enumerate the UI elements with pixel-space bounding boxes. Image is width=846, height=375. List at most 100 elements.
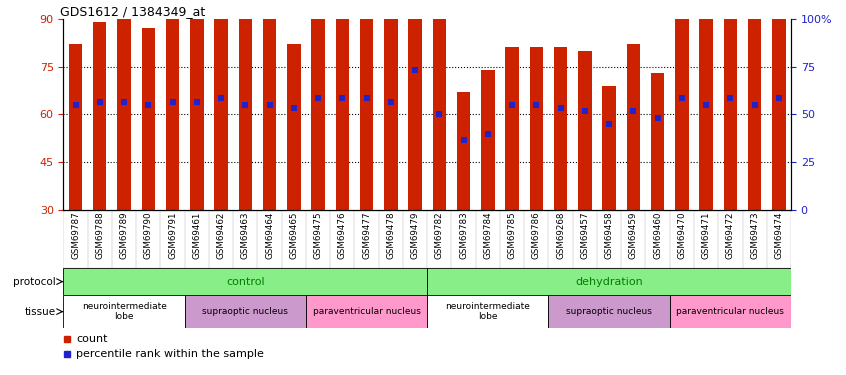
Point xyxy=(93,99,107,105)
Point xyxy=(700,102,713,108)
Bar xyxy=(214,0,228,210)
Point xyxy=(384,99,398,105)
Bar xyxy=(670,295,791,328)
Bar xyxy=(748,0,761,210)
Text: GSM69471: GSM69471 xyxy=(701,212,711,259)
Bar xyxy=(627,44,640,210)
Point xyxy=(239,102,252,108)
Text: GSM69465: GSM69465 xyxy=(289,212,299,259)
Bar xyxy=(505,48,519,210)
Text: GSM69791: GSM69791 xyxy=(168,212,177,259)
Point xyxy=(141,102,155,108)
Point xyxy=(505,102,519,108)
Bar xyxy=(63,268,427,295)
Bar xyxy=(427,268,791,295)
Text: neurointermediate
lobe: neurointermediate lobe xyxy=(82,302,167,321)
Text: GSM69477: GSM69477 xyxy=(362,212,371,260)
Bar xyxy=(336,0,349,210)
Bar xyxy=(118,0,131,210)
Text: GSM69463: GSM69463 xyxy=(241,212,250,259)
Point xyxy=(166,99,179,105)
Bar xyxy=(184,295,306,328)
Text: GSM69476: GSM69476 xyxy=(338,212,347,259)
Point xyxy=(360,96,373,102)
Text: GSM69474: GSM69474 xyxy=(774,212,783,259)
Point xyxy=(772,96,786,102)
Text: GSM69790: GSM69790 xyxy=(144,212,153,260)
Text: GSM69473: GSM69473 xyxy=(750,212,759,260)
Text: paraventricular nucleus: paraventricular nucleus xyxy=(677,307,784,316)
Bar xyxy=(93,22,107,210)
Text: GSM69470: GSM69470 xyxy=(678,212,686,260)
Text: GSM69787: GSM69787 xyxy=(71,212,80,260)
Point xyxy=(336,96,349,102)
Text: GSM69478: GSM69478 xyxy=(387,212,395,260)
Text: GSM69268: GSM69268 xyxy=(556,212,565,259)
Bar xyxy=(63,295,184,328)
Bar xyxy=(409,0,422,210)
Bar xyxy=(166,0,179,210)
Text: GSM69462: GSM69462 xyxy=(217,212,226,259)
Text: GSM69784: GSM69784 xyxy=(483,212,492,260)
Text: GSM69789: GSM69789 xyxy=(119,212,129,260)
Point xyxy=(602,121,616,127)
Bar xyxy=(141,28,155,210)
Bar xyxy=(360,0,373,210)
Bar xyxy=(578,51,591,210)
Text: count: count xyxy=(76,334,107,344)
Bar xyxy=(723,0,737,210)
Point xyxy=(457,137,470,143)
Point xyxy=(432,111,446,117)
Bar xyxy=(427,295,548,328)
Text: supraoptic nucleus: supraoptic nucleus xyxy=(202,307,288,316)
Point xyxy=(651,115,664,121)
Text: control: control xyxy=(226,277,265,286)
Text: GSM69479: GSM69479 xyxy=(410,212,420,259)
Point xyxy=(409,67,422,73)
Point xyxy=(554,105,568,111)
Text: GSM69461: GSM69461 xyxy=(192,212,201,259)
Text: percentile rank within the sample: percentile rank within the sample xyxy=(76,350,264,359)
Bar xyxy=(457,92,470,210)
Text: GSM69783: GSM69783 xyxy=(459,212,468,260)
Point xyxy=(263,102,277,108)
Point xyxy=(214,96,228,102)
Point xyxy=(118,99,131,105)
Bar xyxy=(190,3,204,210)
Point xyxy=(287,105,300,111)
Bar xyxy=(772,0,786,210)
Point xyxy=(190,99,204,105)
Bar xyxy=(651,73,664,210)
Text: tissue: tissue xyxy=(25,307,56,316)
Point xyxy=(627,108,640,114)
Text: GSM69459: GSM69459 xyxy=(629,212,638,259)
Bar xyxy=(481,70,495,210)
Text: GSM69788: GSM69788 xyxy=(96,212,104,260)
Point xyxy=(481,130,495,136)
Bar xyxy=(384,0,398,210)
Bar xyxy=(69,44,82,210)
Bar xyxy=(602,86,616,210)
Point xyxy=(748,102,761,108)
Bar xyxy=(311,0,325,210)
Bar xyxy=(432,0,446,210)
Point xyxy=(723,96,737,102)
Bar xyxy=(554,48,568,210)
Bar xyxy=(530,48,543,210)
Bar xyxy=(239,3,252,210)
Text: GSM69457: GSM69457 xyxy=(580,212,590,260)
Text: protocol: protocol xyxy=(14,277,56,286)
Point xyxy=(311,96,325,102)
Text: GSM69475: GSM69475 xyxy=(314,212,322,260)
Text: dehydration: dehydration xyxy=(575,277,643,286)
Bar xyxy=(306,295,427,328)
Point xyxy=(578,108,591,114)
Bar xyxy=(263,15,277,210)
Text: GSM69458: GSM69458 xyxy=(605,212,613,260)
Bar xyxy=(675,0,689,210)
Point xyxy=(530,102,543,108)
Text: GSM69782: GSM69782 xyxy=(435,212,444,260)
Bar xyxy=(700,0,713,210)
Text: GSM69460: GSM69460 xyxy=(653,212,662,259)
Text: GSM69464: GSM69464 xyxy=(265,212,274,259)
